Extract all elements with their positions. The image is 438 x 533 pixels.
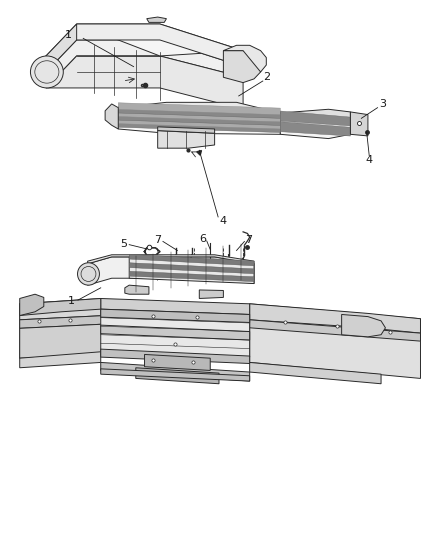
Polygon shape bbox=[118, 114, 280, 125]
Polygon shape bbox=[20, 298, 101, 358]
Text: 1: 1 bbox=[64, 30, 71, 39]
Ellipse shape bbox=[30, 56, 63, 88]
Polygon shape bbox=[101, 362, 250, 381]
Polygon shape bbox=[118, 107, 280, 118]
Text: 7: 7 bbox=[245, 235, 252, 245]
Text: 6: 6 bbox=[199, 234, 206, 244]
Polygon shape bbox=[88, 255, 254, 264]
Text: 4: 4 bbox=[219, 216, 226, 226]
Polygon shape bbox=[145, 354, 210, 370]
Polygon shape bbox=[350, 112, 368, 136]
Polygon shape bbox=[20, 294, 44, 316]
Polygon shape bbox=[118, 120, 280, 133]
Polygon shape bbox=[280, 113, 350, 139]
Text: 1: 1 bbox=[67, 296, 74, 306]
Polygon shape bbox=[158, 131, 215, 148]
Polygon shape bbox=[20, 324, 105, 358]
Polygon shape bbox=[101, 349, 250, 364]
Polygon shape bbox=[105, 104, 118, 129]
Polygon shape bbox=[118, 103, 280, 115]
Polygon shape bbox=[20, 352, 101, 368]
Polygon shape bbox=[250, 304, 420, 378]
Polygon shape bbox=[147, 17, 166, 22]
Polygon shape bbox=[280, 109, 350, 118]
Polygon shape bbox=[129, 263, 254, 274]
Polygon shape bbox=[118, 117, 280, 129]
Polygon shape bbox=[129, 257, 254, 284]
Polygon shape bbox=[250, 362, 381, 384]
Polygon shape bbox=[136, 368, 219, 384]
Text: 5: 5 bbox=[120, 239, 127, 248]
Text: 4: 4 bbox=[366, 155, 373, 165]
Polygon shape bbox=[101, 325, 250, 340]
Polygon shape bbox=[101, 369, 250, 381]
Polygon shape bbox=[20, 298, 101, 316]
Polygon shape bbox=[101, 309, 250, 357]
Polygon shape bbox=[20, 316, 105, 328]
Polygon shape bbox=[250, 304, 420, 333]
Polygon shape bbox=[88, 257, 254, 285]
Text: 3: 3 bbox=[379, 99, 386, 109]
Polygon shape bbox=[118, 110, 280, 122]
Polygon shape bbox=[250, 320, 420, 341]
Polygon shape bbox=[77, 24, 243, 56]
Polygon shape bbox=[129, 254, 254, 266]
Polygon shape bbox=[101, 298, 250, 314]
Polygon shape bbox=[118, 108, 280, 134]
Text: 2: 2 bbox=[263, 72, 270, 82]
Polygon shape bbox=[199, 290, 223, 298]
Text: 7: 7 bbox=[154, 235, 161, 245]
Ellipse shape bbox=[78, 263, 99, 285]
Polygon shape bbox=[223, 51, 261, 83]
Polygon shape bbox=[20, 300, 105, 320]
Polygon shape bbox=[129, 271, 254, 281]
Polygon shape bbox=[342, 314, 385, 337]
Polygon shape bbox=[46, 40, 243, 88]
Polygon shape bbox=[125, 285, 149, 294]
Polygon shape bbox=[118, 102, 280, 113]
Polygon shape bbox=[158, 127, 215, 133]
Polygon shape bbox=[280, 111, 350, 126]
Polygon shape bbox=[101, 309, 250, 322]
Polygon shape bbox=[280, 122, 350, 136]
Polygon shape bbox=[46, 24, 77, 72]
Polygon shape bbox=[223, 45, 266, 72]
Polygon shape bbox=[46, 56, 243, 109]
Polygon shape bbox=[46, 24, 243, 72]
